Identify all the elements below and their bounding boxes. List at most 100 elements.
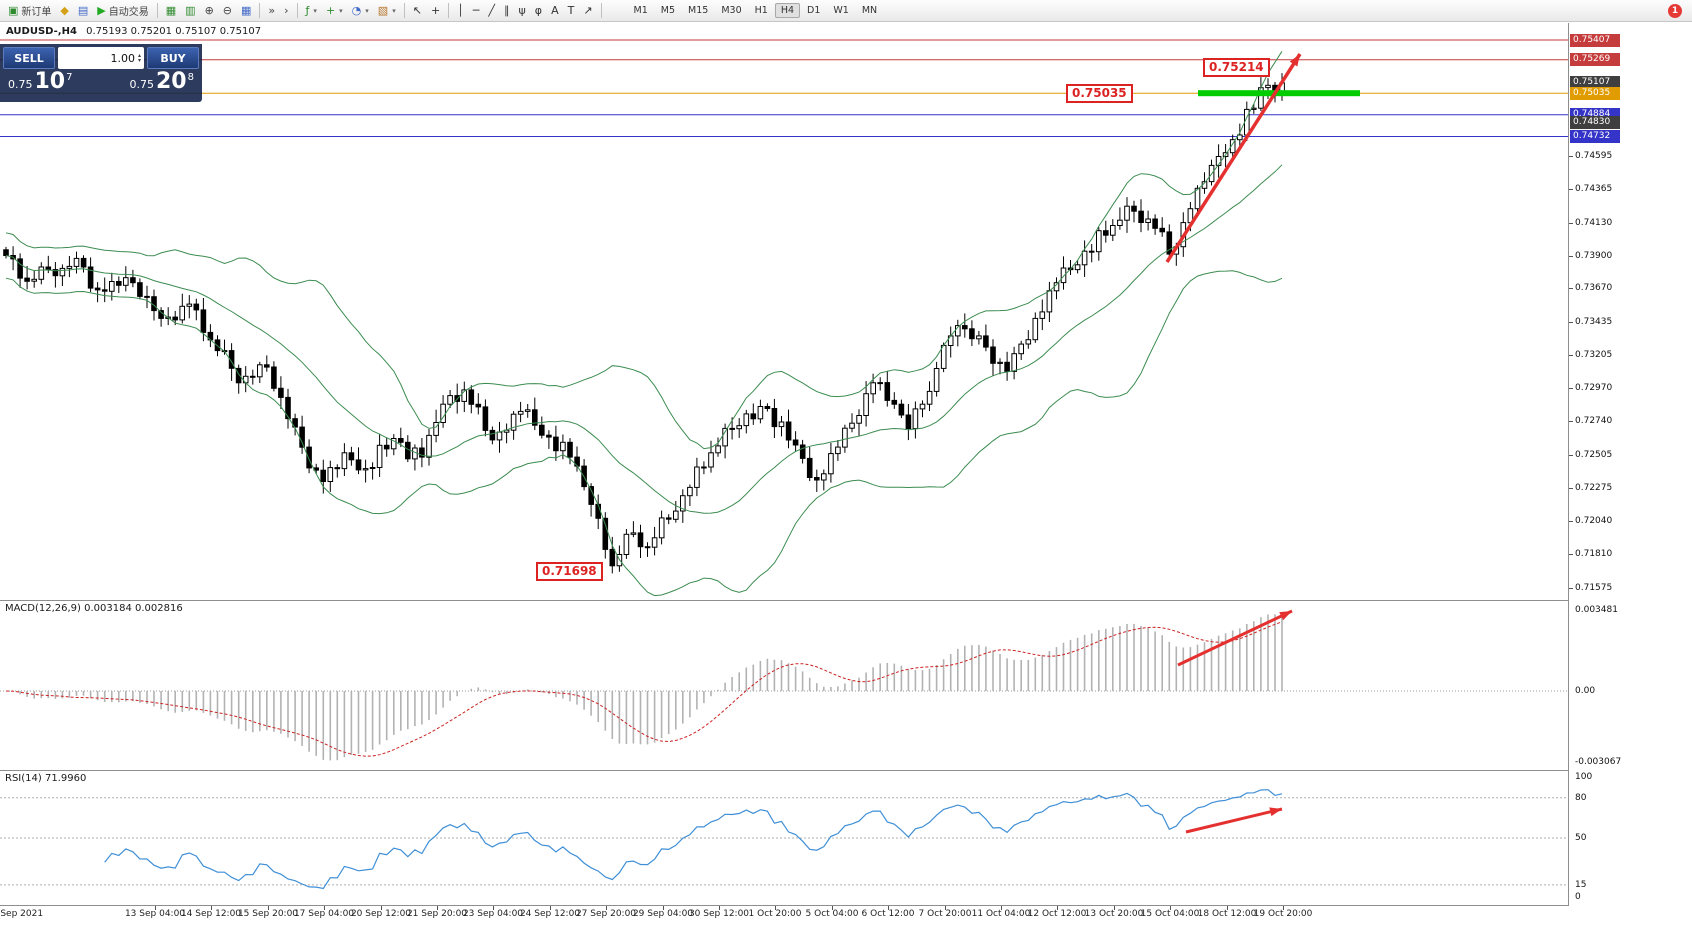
- zoom-out-button[interactable]: ⊖: [219, 2, 236, 20]
- text-button[interactable]: A: [547, 2, 563, 20]
- time-axis-label: 1 Oct 20:00: [748, 909, 802, 919]
- toolbar-separator: [403, 3, 405, 18]
- timeframe-w1[interactable]: W1: [833, 5, 849, 16]
- volume-up-icon[interactable]: ▴: [137, 52, 141, 59]
- time-axis-tickmark: [719, 906, 720, 910]
- fibonacci-retracement-button[interactable]: φ: [531, 2, 546, 20]
- text-label-button[interactable]: T: [564, 2, 579, 20]
- trendline-button[interactable]: ╱: [484, 2, 499, 20]
- price-scale: 0.74595 0.74365 0.74130 0.73900 0.73670 0.734…: [1568, 23, 1692, 906]
- new-order-button[interactable]: ▣ 新订单: [4, 2, 55, 20]
- quotes-button[interactable]: ◆: [56, 2, 72, 20]
- equidistant-channel-button[interactable]: ∥: [500, 2, 514, 20]
- trend-arrow-main[interactable]: [1165, 53, 1302, 263]
- price-label-high[interactable]: 0.75214: [1203, 58, 1270, 77]
- rsi-label: RSI(14) 71.9960: [5, 773, 87, 784]
- andrews-pitchfork-button[interactable]: ψ: [515, 2, 530, 20]
- navigator-button[interactable]: ▤: [74, 2, 92, 20]
- price-tag: 0.74830: [1570, 116, 1620, 129]
- pane-separator[interactable]: [0, 770, 1692, 771]
- templates-button[interactable]: ▧ ▾: [374, 2, 400, 20]
- text-label-icon: T: [567, 3, 575, 17]
- symbol-name: AUDUSD-,H4: [6, 26, 77, 37]
- buy-button[interactable]: BUY: [147, 47, 199, 69]
- arrow-objects-button[interactable]: ↗: [579, 2, 596, 20]
- price-scale-tick: 0.72040: [1575, 516, 1613, 526]
- price-scale-tick: 0.74595: [1575, 151, 1613, 161]
- timeframe-m1[interactable]: M1: [633, 5, 648, 16]
- timeframe-mn[interactable]: MN: [861, 5, 878, 16]
- auto-scroll-button[interactable]: »: [264, 2, 279, 20]
- toolbar-separator: [600, 3, 602, 18]
- timeframe-d1[interactable]: D1: [807, 5, 821, 16]
- chevron-down-icon: ▾: [339, 6, 343, 15]
- zoom-out-icon: ⊖: [222, 3, 232, 17]
- horizontal-level-lines[interactable]: [0, 39, 1568, 137]
- indicators-icon: ƒ: [305, 3, 310, 17]
- price-label-support[interactable]: 0.75035: [1066, 84, 1133, 103]
- support-zone-highlight[interactable]: [1198, 90, 1360, 97]
- arrow-objects-icon: ↗: [583, 3, 593, 17]
- price-scale-tickmark: [1569, 421, 1573, 422]
- periodicity-button[interactable]: ◔ ▾: [348, 2, 373, 20]
- rsi-scale-tick: 0: [1575, 892, 1581, 902]
- charts-grid-button[interactable]: ▦: [162, 2, 180, 20]
- andrews-pitchfork-icon: ψ: [518, 3, 526, 17]
- price-scale-tick: 0.72740: [1575, 416, 1613, 426]
- time-axis-tickmark: [211, 906, 212, 910]
- macd-scale-tick: 0.003481: [1575, 605, 1618, 615]
- time-axis-label: 10 Sep 2021: [0, 909, 44, 919]
- trend-arrow-rsi[interactable]: [1185, 807, 1283, 834]
- macd-label: MACD(12,26,9) 0.003184 0.002816: [5, 603, 183, 614]
- charts-columns-button[interactable]: ▥: [181, 2, 199, 20]
- buy-price: 0.75 20 8: [130, 70, 195, 94]
- vertical-line-icon: │: [457, 3, 464, 17]
- price-scale-tickmark: [1569, 288, 1573, 289]
- time-axis-label: 27 Sep 20:00: [575, 909, 637, 919]
- timeframe-m5[interactable]: M5: [660, 5, 676, 16]
- vertical-line-button[interactable]: │: [453, 2, 468, 20]
- pane-separator[interactable]: [0, 600, 1692, 601]
- chart-shift-button[interactable]: ›: [280, 2, 292, 20]
- time-axis-label: 24 Sep 12:00: [519, 909, 581, 919]
- timeframe-h1[interactable]: H1: [754, 5, 768, 16]
- timeframe-h4[interactable]: H4: [774, 3, 801, 18]
- time-axis-label: 15 Sep 20:00: [237, 909, 299, 919]
- price-scale-tickmark: [1569, 455, 1573, 456]
- fibonacci-retracement-icon: φ: [534, 3, 543, 17]
- time-axis-tickmark: [550, 906, 551, 910]
- new-chart-button[interactable]: + ▾: [322, 2, 347, 20]
- tile-windows-button[interactable]: ▦: [237, 2, 255, 20]
- rsi-scale-tick: 50: [1575, 833, 1587, 843]
- navigator-icon: ▤: [77, 3, 89, 17]
- cursor-button[interactable]: ↖: [409, 2, 426, 20]
- price-tag: 0.75269: [1570, 53, 1620, 66]
- indicators-button[interactable]: ƒ ▾: [302, 2, 321, 20]
- autotrade-label: 自动交易: [108, 7, 149, 18]
- templates-icon: ▧: [377, 3, 389, 17]
- buy-price-sup: 8: [187, 72, 194, 83]
- trendline-icon: ╱: [488, 3, 496, 17]
- macd-histogram: [12, 613, 1283, 761]
- main-toolbar: ▣ 新订单 ◆ ▤ ▶ 自动交易 ▦ ▥ ⊕ ⊖ ▦» › ƒ ▾ + ▾ ◔ ▾ ▧ ▾ ↖ + │ ─ ╱ ∥ ψ φ A T ↗ M1 M…: [0, 0, 1692, 22]
- trend-arrow-macd[interactable]: [1177, 609, 1293, 667]
- timeframe-m30[interactable]: M30: [721, 5, 742, 16]
- horizontal-line-button[interactable]: ─: [469, 2, 484, 20]
- notification-badge[interactable]: 1: [1668, 3, 1682, 18]
- volume-down-icon[interactable]: ▾: [137, 57, 141, 64]
- volume-input[interactable]: 1.00 ▴ ▾: [58, 47, 144, 69]
- price-scale-tickmark: [1569, 355, 1573, 356]
- time-axis-label: 11 Oct 04:00: [971, 909, 1031, 919]
- sell-button[interactable]: SELL: [3, 47, 55, 69]
- time-axis-tickmark: [381, 906, 382, 910]
- rsi-scale-tick: 80: [1575, 793, 1587, 803]
- timeframe-m15[interactable]: M15: [688, 5, 709, 16]
- autotrade-button[interactable]: ▶ 自动交易: [93, 2, 152, 20]
- crosshair-button[interactable]: +: [427, 2, 444, 20]
- price-label-low[interactable]: 0.71698: [536, 562, 603, 581]
- time-axis-tickmark: [606, 906, 607, 910]
- price-tag: 0.74732: [1570, 130, 1620, 143]
- rsi-scale-tick: 15: [1575, 880, 1587, 890]
- zoom-in-button[interactable]: ⊕: [201, 2, 218, 20]
